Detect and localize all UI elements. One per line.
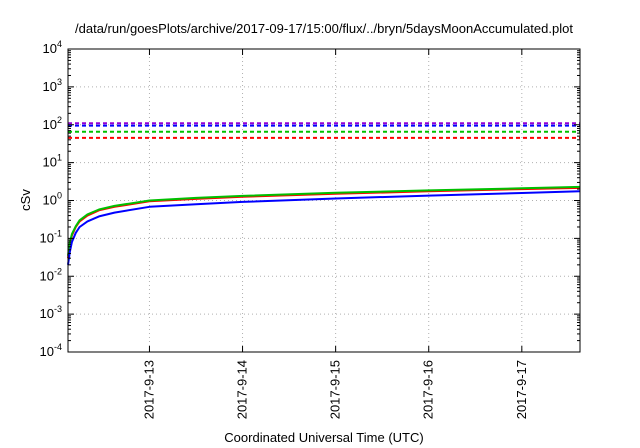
x-tick-label: 2017-9-15 (328, 360, 343, 419)
x-tick-label: 2017-9-16 (421, 360, 436, 419)
series-layer (67, 122, 581, 265)
y-tick-label: 103 (43, 77, 62, 94)
y-tick-label: 10-2 (40, 266, 62, 283)
series-line-6 (67, 185, 581, 256)
y-tick-label: 10-4 (40, 342, 62, 359)
x-tick-label: 2017-9-14 (235, 360, 250, 419)
y-tick-label: 102 (43, 115, 62, 132)
y-tick-label: 10-3 (40, 304, 62, 321)
y-tick-label: 104 (43, 39, 62, 56)
y-tick-label: 100 (43, 191, 62, 208)
plot-frame (67, 48, 581, 353)
grid-lines (68, 49, 580, 352)
series-line-7 (67, 190, 581, 265)
y-axis-label: cSv (18, 189, 33, 211)
x-tick-label: 2017-9-17 (514, 360, 529, 419)
chart-title: /data/run/goesPlots/archive/2017-09-17/1… (75, 21, 573, 36)
y-tick-label: 10-1 (40, 228, 62, 245)
x-axis-label: Coordinated Universal Time (UTC) (224, 430, 423, 445)
y-tick-label: 101 (43, 153, 62, 170)
x-tick-label: 2017-9-13 (141, 360, 156, 419)
axes-layer: 10-4 10-3 10-2 10-1 100 101 102 103 104 2017-9-13… (40, 39, 580, 419)
